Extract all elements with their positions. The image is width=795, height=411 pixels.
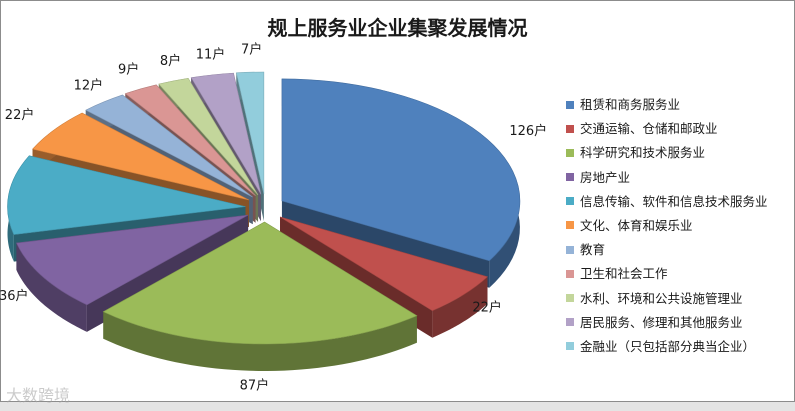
data-label: 8户 (160, 53, 181, 69)
legend-swatch (566, 197, 574, 206)
data-label: 22户 (5, 107, 35, 123)
chart-title: 规上服务业企业集聚发展情况 (267, 16, 528, 40)
data-label: 126户 (509, 123, 547, 139)
legend-item: 居民服务、修理和其他服务业 (566, 311, 794, 335)
legend-label: 水利、环境和公共设施管理业 (580, 290, 743, 306)
pie-slice (7, 155, 246, 235)
bottom-ruler-strip (0, 402, 795, 411)
data-label: 36户 (0, 288, 28, 304)
legend-swatch (566, 269, 574, 278)
pie-chart: 126户22户87户36户40户22户12户9户8户11户7户 (0, 42, 547, 394)
data-label: 9户 (118, 61, 139, 77)
legend-item: 科学研究和技术服务业 (566, 141, 794, 165)
legend-label: 信息传输、软件和信息技术服务业 (580, 193, 768, 209)
legend-label: 交通运输、仓储和邮政业 (580, 121, 718, 137)
pie-slice (124, 84, 256, 196)
legend-item: 卫生和社会工作 (566, 262, 794, 286)
data-label: 11户 (196, 47, 226, 63)
data-label: 22户 (472, 300, 502, 316)
legend-swatch (566, 148, 574, 157)
pie-slice (32, 112, 250, 201)
data-label: 87户 (240, 377, 270, 393)
data-label: 7户 (241, 42, 262, 58)
pie-slice (85, 94, 253, 198)
legend-item: 交通运输、仓储和邮政业 (566, 117, 794, 141)
pie-slice (279, 216, 489, 312)
pie-slice (190, 72, 262, 195)
legend-label: 卫生和社会工作 (580, 266, 668, 282)
legend-swatch (566, 245, 574, 254)
legend-swatch (566, 342, 574, 351)
legend-swatch (566, 294, 574, 302)
legend-item: 教育 (566, 238, 794, 262)
legend-swatch (566, 124, 574, 133)
legend-swatch (566, 221, 574, 230)
legend-label: 科学研究和技术服务业 (580, 145, 706, 161)
legend-swatch (566, 173, 574, 182)
legend: 租赁和商务服务业 交通运输、仓储和邮政业 科学研究和技术服务业 房地产业 信息传… (566, 93, 794, 359)
pie-slice (281, 78, 521, 262)
legend-item: 文化、体育和娱乐业 (566, 214, 794, 238)
legend-swatch (566, 100, 574, 109)
legend-swatch (566, 318, 574, 327)
legend-label: 教育 (580, 242, 606, 258)
legend-item: 租赁和商务服务业 (566, 93, 794, 117)
legend-label: 金融业（只包括部分典当企业） (580, 338, 756, 354)
pie-slice (15, 214, 249, 306)
legend-item: 水利、环境和公共设施管理业 (566, 287, 794, 311)
pie-slice (236, 71, 265, 195)
legend-label: 房地产业 (580, 169, 631, 185)
legend-label: 租赁和商务服务业 (580, 97, 681, 112)
watermark-logo: 大数跨境 (6, 386, 71, 405)
pie-slice (158, 77, 259, 196)
legend-label: 居民服务、修理和其他服务业 (580, 314, 743, 330)
pie-slice (102, 221, 418, 345)
legend-item: 金融业（只包括部分典当企业） (566, 335, 794, 359)
legend-item: 房地产业 (566, 166, 794, 190)
legend-label: 文化、体育和娱乐业 (580, 217, 693, 233)
data-label: 12户 (74, 77, 104, 93)
legend-item: 信息传输、软件和信息技术服务业 (566, 190, 794, 214)
